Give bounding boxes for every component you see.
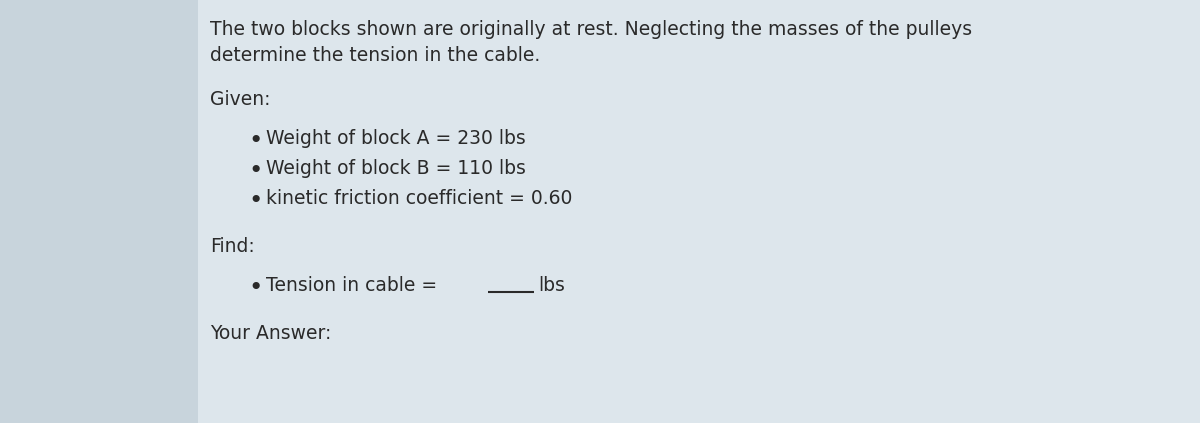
Text: Find:: Find: bbox=[210, 237, 254, 256]
Text: •: • bbox=[248, 159, 263, 183]
Text: Given:: Given: bbox=[210, 90, 270, 109]
Text: Your Answer:: Your Answer: bbox=[210, 324, 331, 343]
Text: •: • bbox=[248, 129, 263, 153]
Text: Weight of block B = 110 lbs: Weight of block B = 110 lbs bbox=[266, 159, 527, 178]
Bar bbox=[198, 0, 1200, 423]
Text: Weight of block A = 230 lbs: Weight of block A = 230 lbs bbox=[266, 129, 526, 148]
Text: determine the tension in the cable.: determine the tension in the cable. bbox=[210, 46, 540, 65]
Text: kinetic friction coefficient = 0.60: kinetic friction coefficient = 0.60 bbox=[266, 189, 572, 208]
Text: •: • bbox=[248, 189, 263, 213]
Text: The two blocks shown are originally at rest. Neglecting the masses of the pulley: The two blocks shown are originally at r… bbox=[210, 20, 972, 39]
Text: •: • bbox=[248, 276, 263, 300]
Text: Tension in cable =: Tension in cable = bbox=[266, 276, 444, 295]
Text: lbs: lbs bbox=[539, 276, 565, 295]
